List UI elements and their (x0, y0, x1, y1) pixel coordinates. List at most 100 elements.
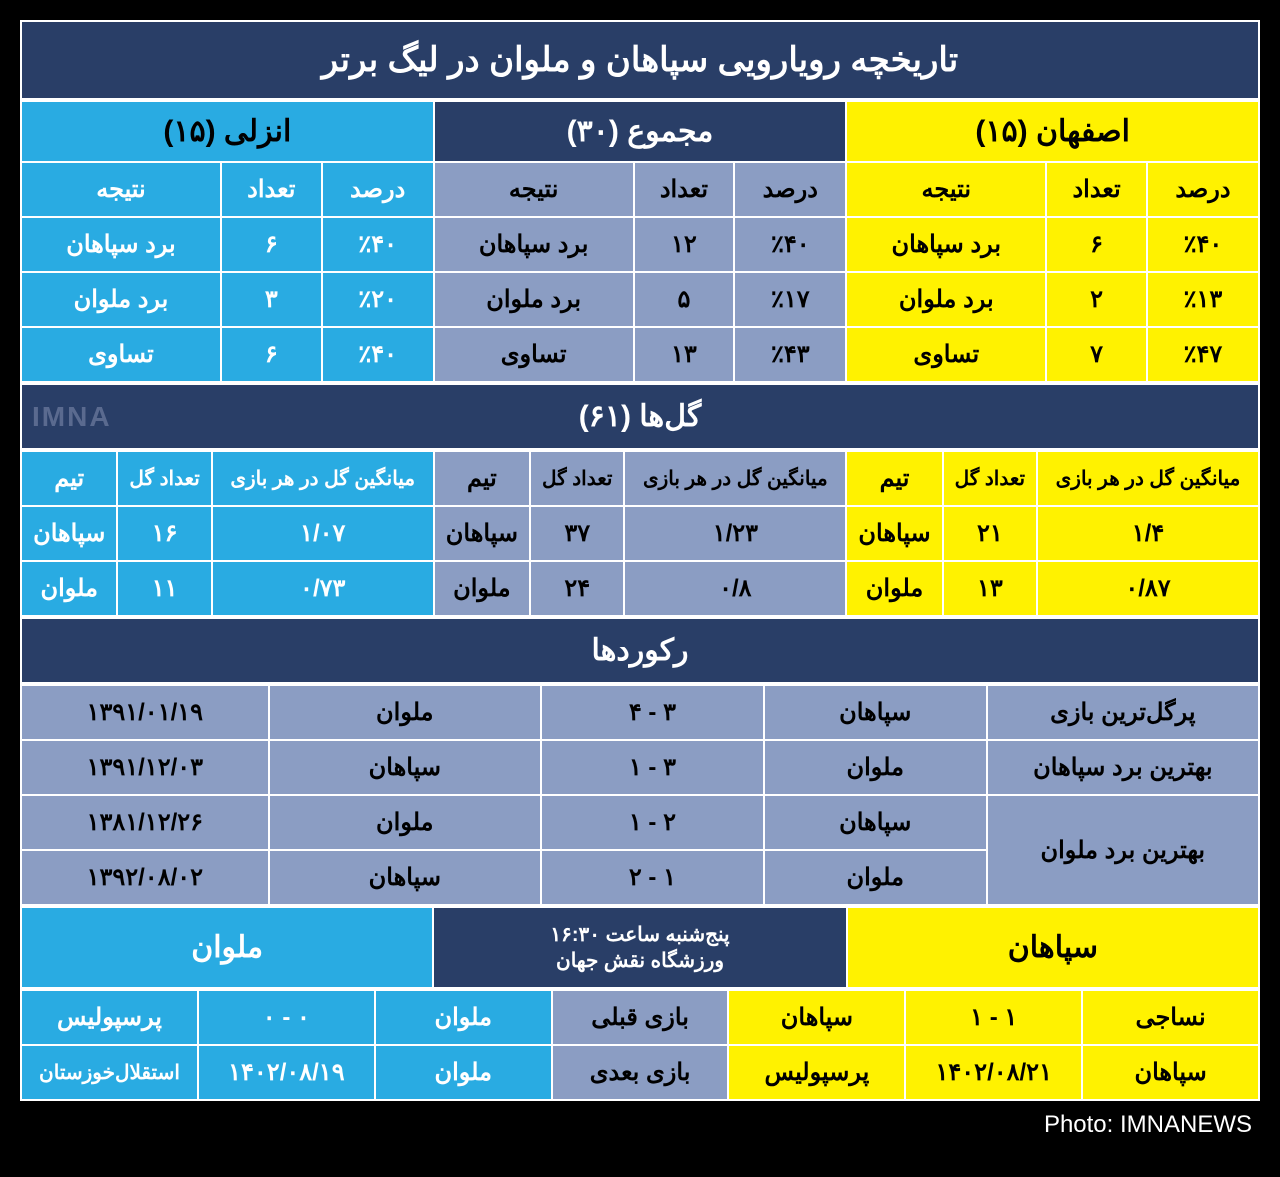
home-team: سپاهان (847, 907, 1259, 988)
col-result: نتیجه (434, 162, 634, 217)
home-next-team: پرسپولیس (728, 1045, 905, 1100)
col-avg: میانگین گل در هر بازی (624, 451, 846, 506)
rec-score: ۳ - ۴ (541, 685, 764, 740)
cell: ۱۳ (943, 561, 1037, 616)
cell: ٪۴۳ (734, 327, 846, 382)
away-team: ملوان (21, 907, 433, 988)
next-label: بازی بعدی (552, 1045, 729, 1100)
cell: برد سپاهان (21, 217, 221, 272)
rec-t1: ملوان (764, 740, 987, 795)
col-percent: درصد (734, 162, 846, 217)
col-percent: درصد (322, 162, 434, 217)
main-title: تاریخچه رویارویی سپاهان و ملوان در لیگ ب… (20, 20, 1260, 100)
rec-label: بهترین برد سپاهان (987, 740, 1259, 795)
rec-date: ۱۳۹۱/۰۱/۱۹ (21, 685, 269, 740)
col-team: تیم (846, 451, 942, 506)
cell: ۲۱ (943, 506, 1037, 561)
cell: ۵ (634, 272, 735, 327)
home-prev-team: سپاهان (728, 990, 905, 1045)
prev-label: بازی قبلی (552, 990, 729, 1045)
away-next-date: ۱۴۰۲/۰۸/۱۹ (198, 1045, 375, 1100)
cell: ٪۴۰ (322, 327, 434, 382)
hdr-isfahan: اصفهان (۱۵) (846, 101, 1259, 162)
cell: ملوان (434, 561, 530, 616)
col-count: تعداد (634, 162, 735, 217)
cell: ۱/۴ (1037, 506, 1259, 561)
away-next-opp: استقلال‌خوزستان (21, 1045, 198, 1100)
cell: ۳۷ (530, 506, 624, 561)
rec-date: ۱۳۸۱/۱۲/۲۶ (21, 795, 269, 850)
home-next-date: ۱۴۰۲/۰۸/۲۱ (905, 1045, 1082, 1100)
cell: برد ملوان (434, 272, 634, 327)
cell: ٪۴۷ (1147, 327, 1259, 382)
cell: ۱/۰۷ (212, 506, 434, 561)
rec-t1: سپاهان (764, 685, 987, 740)
cell: تساوی (434, 327, 634, 382)
goals-table: میانگین گل در هر بازی تعداد گل تیم میانگ… (20, 450, 1260, 617)
cell: ۶ (1046, 217, 1147, 272)
rec-t2: سپاهان (269, 740, 541, 795)
records-title: رکوردها (20, 617, 1260, 684)
cell: ۲ (1046, 272, 1147, 327)
rec-label: بهترین برد ملوان (987, 795, 1259, 905)
infographic: تاریخچه رویارویی سپاهان و ملوان در لیگ ب… (20, 20, 1260, 1139)
cell: برد سپاهان (434, 217, 634, 272)
match-venue: ورزشگاه نقش جهان (440, 948, 839, 974)
col-count: تعداد (1046, 162, 1147, 217)
rec-t2: ملوان (269, 795, 541, 850)
results-table: اصفهان (۱۵) مجموع (۳۰) انزلی (۱۵) درصد ت… (20, 100, 1260, 383)
photo-credit: Photo: IMNANEWS (20, 1101, 1260, 1139)
cell: سپاهان (846, 506, 942, 561)
cell: برد سپاهان (846, 217, 1046, 272)
col-result: نتیجه (846, 162, 1046, 217)
cell: ۶ (221, 327, 322, 382)
col-avg: میانگین گل در هر بازی (212, 451, 434, 506)
cell: ۰/۸۷ (1037, 561, 1259, 616)
cell: سپاهان (21, 506, 117, 561)
cell: ملوان (846, 561, 942, 616)
rec-date: ۱۳۹۲/۰۸/۰۲ (21, 850, 269, 905)
col-percent: درصد (1147, 162, 1259, 217)
cell: ۱۳ (634, 327, 735, 382)
cell: ۱۱ (117, 561, 211, 616)
cell: سپاهان (434, 506, 530, 561)
rec-score: ۳ - ۱ (541, 740, 764, 795)
cell: برد ملوان (21, 272, 221, 327)
home-prev-score: ۱ - ۱ (905, 990, 1082, 1045)
cell: ٪۴۰ (1147, 217, 1259, 272)
cell: تساوی (846, 327, 1046, 382)
rec-t2: ملوان (269, 685, 541, 740)
goals-title-text: گل‌ها (۶۱) (579, 400, 702, 433)
rec-score: ۲ - ۱ (541, 795, 764, 850)
home-next-opp: سپاهان (1082, 1045, 1259, 1100)
away-prev-team: ملوان (375, 990, 552, 1045)
goals-title: گل‌ها (۶۱) IMNA (20, 383, 1260, 450)
home-prev-opp: نساجی (1082, 990, 1259, 1045)
records-table: پرگل‌ترین بازی سپاهان ۳ - ۴ ملوان ۱۳۹۱/۰… (20, 684, 1260, 906)
cell: ۷ (1046, 327, 1147, 382)
col-count: تعداد گل (530, 451, 624, 506)
cell: ۰/۷۳ (212, 561, 434, 616)
col-result: نتیجه (21, 162, 221, 217)
cell: ٪۱۳ (1147, 272, 1259, 327)
hdr-total: مجموع (۳۰) (434, 101, 847, 162)
rec-t1: سپاهان (764, 795, 987, 850)
cell: ۱۲ (634, 217, 735, 272)
rec-label: پرگل‌ترین بازی (987, 685, 1259, 740)
rec-score: ۱ - ۲ (541, 850, 764, 905)
match-prev-next: نساجی ۱ - ۱ سپاهان بازی قبلی ملوان ۰ - ۰… (20, 989, 1260, 1101)
cell: ۱/۲۳ (624, 506, 846, 561)
away-prev-score: ۰ - ۰ (198, 990, 375, 1045)
cell: برد ملوان (846, 272, 1046, 327)
col-avg: میانگین گل در هر بازی (1037, 451, 1259, 506)
cell: ملوان (21, 561, 117, 616)
col-team: تیم (21, 451, 117, 506)
cell: ٪۴۰ (734, 217, 846, 272)
rec-t2: سپاهان (269, 850, 541, 905)
watermark: IMNA (32, 401, 112, 433)
cell: تساوی (21, 327, 221, 382)
hdr-anzali: انزلی (۱۵) (21, 101, 434, 162)
rec-date: ۱۳۹۱/۱۲/۰۳ (21, 740, 269, 795)
away-prev-opp: پرسپولیس (21, 990, 198, 1045)
cell: ٪۴۰ (322, 217, 434, 272)
